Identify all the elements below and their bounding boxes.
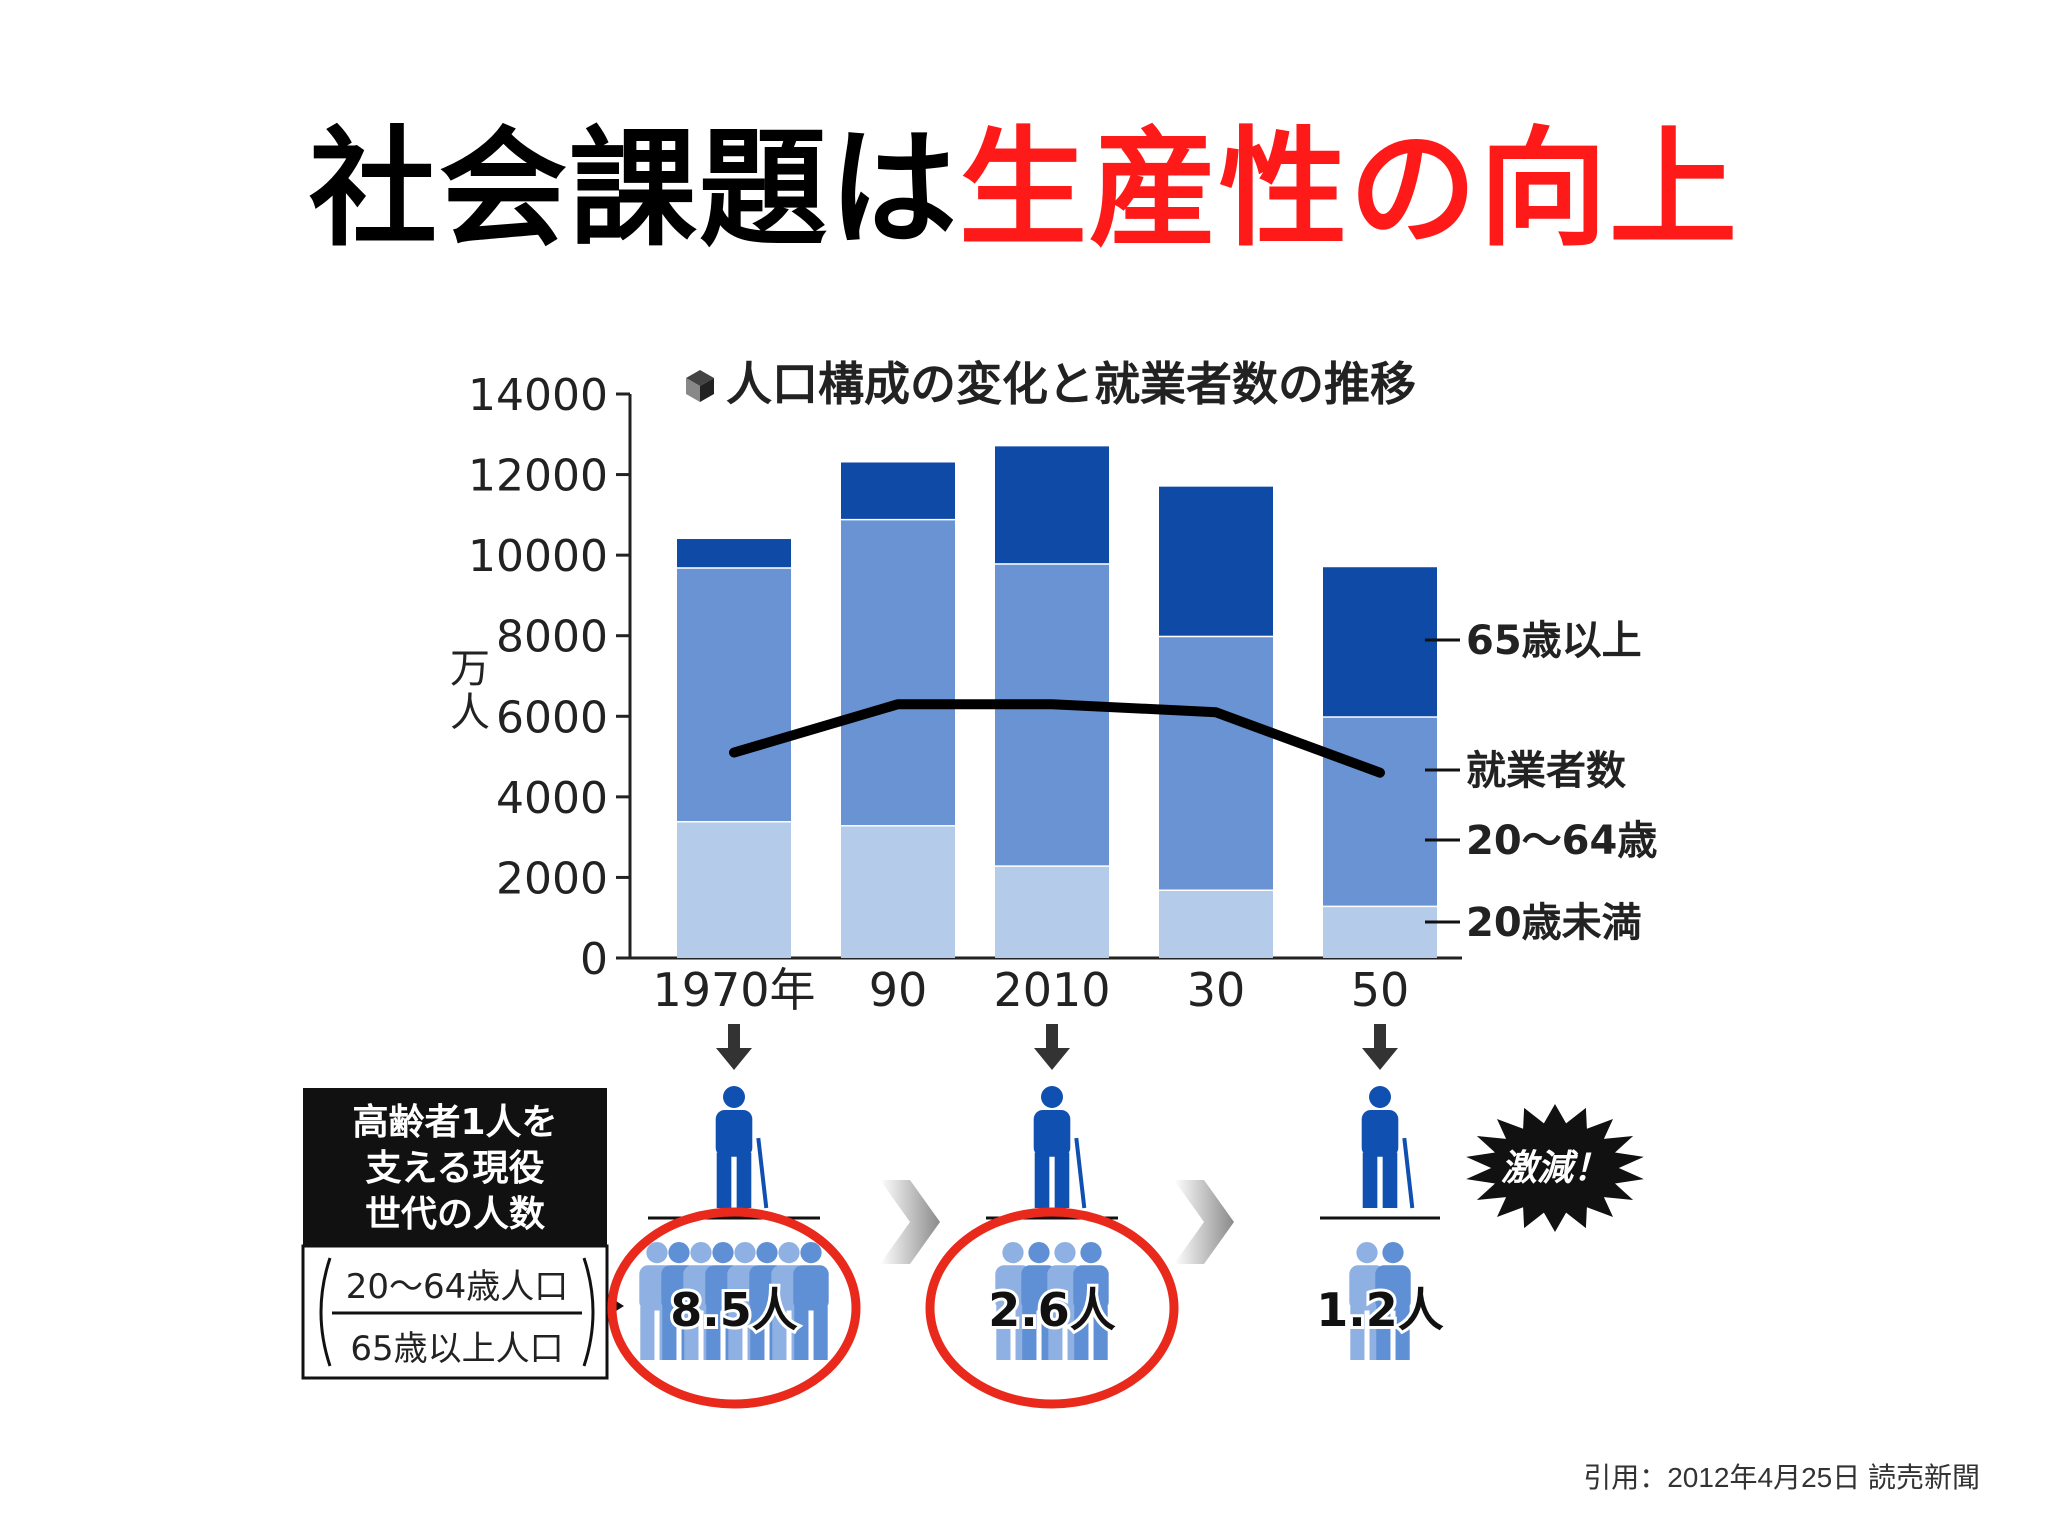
- slide-title-black: 社会課題は: [308, 115, 959, 264]
- bar-segment-20-64: [1323, 716, 1437, 906]
- chevron-right-icon: [1174, 1180, 1234, 1264]
- people-groups: 8.5人 2.6人 1.2人: [607, 1024, 1447, 1409]
- support-label-line-2: 支える現役: [366, 1148, 545, 1189]
- cube-icon: [686, 370, 714, 402]
- bar-segment-20-64: [995, 563, 1109, 866]
- y-axis-unit-1: 万: [450, 646, 490, 692]
- x-tick-label: 1970年: [652, 963, 815, 1017]
- support-label-line-1: 高齢者1人を: [352, 1102, 557, 1143]
- formula-bracket-left: [319, 1257, 332, 1367]
- chart-title-group: 人口構成の変化と就業者数の推移: [686, 357, 1416, 411]
- formula-denominator: 65歳以上人口: [350, 1329, 563, 1369]
- bar-segment-20-64: [1159, 635, 1273, 890]
- bar-segment-under20: [677, 821, 791, 958]
- elderly-person-icon: [1033, 1086, 1087, 1209]
- chart-bars: [677, 446, 1437, 958]
- bar-segment-65plus: [677, 539, 791, 568]
- chart-axes: 0 2000 4000 6000 8000 10000 12000 14000: [468, 370, 1462, 985]
- y-tick-label: 2000: [496, 853, 608, 904]
- bar-segment-65plus: [841, 462, 955, 519]
- burst-shape: [1466, 1104, 1644, 1232]
- bar-segment-under20: [841, 825, 955, 958]
- slide-title: 社会課題は生産性の向上: [0, 115, 2048, 265]
- y-tick-label: 0: [580, 934, 608, 985]
- bar-segment-under20: [1159, 889, 1273, 958]
- burst-label: 激減！: [1501, 1148, 1609, 1189]
- support-ratio-value: 8.5人: [670, 1283, 798, 1337]
- support-ratio-value: 1.2人: [1316, 1283, 1444, 1337]
- chart-line: [729, 699, 1385, 778]
- formula-numerator: 20〜64歳人口: [346, 1267, 569, 1307]
- y-axis-unit-2: 人: [450, 690, 490, 736]
- bar-segment-20-64: [841, 518, 955, 826]
- x-tick-label: 50: [1351, 963, 1410, 1017]
- bar-segment-under20: [1323, 905, 1437, 958]
- arrow-down-icon: [1362, 1024, 1398, 1070]
- x-tick-label: 2010: [993, 963, 1110, 1017]
- y-tick-label: 6000: [496, 692, 608, 743]
- bar-segment-65plus: [1159, 486, 1273, 636]
- chart-title: 人口構成の変化と就業者数の推移: [726, 357, 1416, 411]
- y-tick-label: 4000: [496, 773, 608, 824]
- worker-person-icon: [793, 1242, 829, 1360]
- support-panel: 高齢者1人を 支える現役 世代の人数 20〜64歳人口 65歳以上人口 8.5人…: [301, 1024, 1644, 1409]
- elderly-person-icon: [1361, 1086, 1415, 1209]
- y-tick-label: 10000: [468, 531, 608, 582]
- slide-title-red: 生産性の向上: [959, 115, 1740, 264]
- bar-segment-under20: [995, 865, 1109, 958]
- employment-line: [729, 699, 1385, 778]
- legend-entry: 65歳以上: [1466, 618, 1642, 664]
- worker-person-icon: [1375, 1242, 1411, 1360]
- bar-segment-20-64: [677, 567, 791, 822]
- burst-badge: 激減！: [1466, 1104, 1644, 1232]
- highlight-circle: [925, 1207, 1179, 1409]
- x-tick-label: 30: [1187, 963, 1246, 1017]
- y-tick-label: 12000: [468, 451, 608, 502]
- y-tick-label: 8000: [496, 612, 608, 663]
- elderly-person-icon: [715, 1086, 769, 1209]
- x-tick-label: 90: [869, 963, 928, 1017]
- support-ratio-value: 2.6人: [988, 1283, 1116, 1337]
- bar-segment-65plus: [1323, 567, 1437, 717]
- support-label-line-3: 世代の人数: [365, 1194, 545, 1235]
- bar-segment-65plus: [995, 446, 1109, 564]
- chevron-right-icon: [880, 1180, 940, 1264]
- legend-entry: 就業者数: [1466, 748, 1626, 794]
- citation: 引用：2012年4月25日 読売新聞: [1583, 1462, 1980, 1493]
- legend-entry: 20歳未満: [1466, 900, 1642, 946]
- worker-person-icon: [1073, 1242, 1109, 1360]
- highlight-circle: [607, 1207, 861, 1409]
- arrow-down-icon: [716, 1024, 752, 1070]
- support-label-box: [303, 1088, 607, 1246]
- formula-bracket-right: [582, 1257, 595, 1367]
- chart-x-labels: 1970年 90 2010 30 50: [652, 963, 1409, 1017]
- legend-entry: 20〜64歳: [1466, 818, 1657, 864]
- arrow-down-icon: [1034, 1024, 1070, 1070]
- y-tick-label: 14000: [468, 370, 608, 421]
